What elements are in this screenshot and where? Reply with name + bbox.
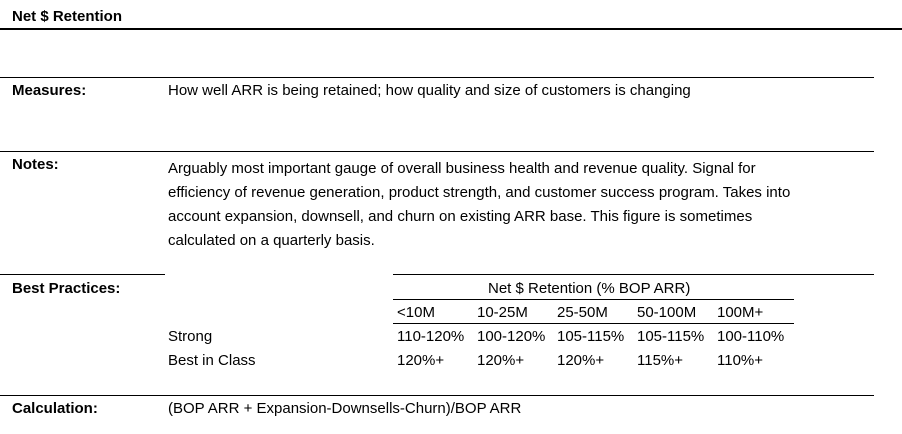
- notes-line: account expansion, downsell, and churn o…: [168, 208, 753, 225]
- table-cell: 115%+: [637, 352, 684, 369]
- benchmark-table-title-underline: [393, 299, 794, 300]
- column-header: <10M: [397, 304, 435, 321]
- column-header-underline: [393, 323, 794, 324]
- table-cell: 120%+: [477, 352, 525, 369]
- column-header: 100M+: [717, 304, 764, 321]
- row-label-strong: Strong: [168, 328, 213, 345]
- page-title: Net $ Retention: [12, 8, 123, 25]
- notes-line: Arguably most important gauge of overall…: [168, 160, 756, 177]
- notes-label: Notes:: [12, 156, 59, 173]
- column-header: 25-50M: [557, 304, 608, 321]
- notes-line: calculated on a quarterly basis.: [168, 232, 375, 249]
- table-cell: 105-115%: [557, 328, 625, 345]
- table-cell: 100-110%: [717, 328, 785, 345]
- calculation-divider: [0, 395, 874, 396]
- table-cell: 120%+: [557, 352, 605, 369]
- best-practices-divider-right: [393, 274, 874, 275]
- calculation-formula: (BOP ARR + Expansion-Downsells-Churn)/BO…: [168, 400, 522, 417]
- calculation-label: Calculation:: [12, 400, 98, 417]
- best-practices-divider-left: [0, 274, 165, 275]
- table-cell: 110%+: [717, 352, 764, 369]
- measures-text: How well ARR is being retained; how qual…: [168, 82, 691, 99]
- notes-line: efficiency of revenue generation, produc…: [168, 184, 791, 201]
- row-label-best-in-class: Best in Class: [168, 352, 256, 369]
- measures-label: Measures:: [12, 82, 87, 99]
- title-divider: [0, 28, 902, 30]
- column-header: 10-25M: [477, 304, 528, 321]
- measures-divider: [0, 77, 874, 78]
- notes-divider: [0, 151, 874, 152]
- table-cell: 105-115%: [637, 328, 705, 345]
- table-cell: 120%+: [397, 352, 445, 369]
- best-practices-label: Best Practices:: [12, 280, 121, 297]
- table-cell: 110-120%: [397, 328, 465, 345]
- benchmark-table-title: Net $ Retention (% BOP ARR): [488, 280, 691, 297]
- column-header: 50-100M: [637, 304, 697, 321]
- table-cell: 100-120%: [477, 328, 546, 345]
